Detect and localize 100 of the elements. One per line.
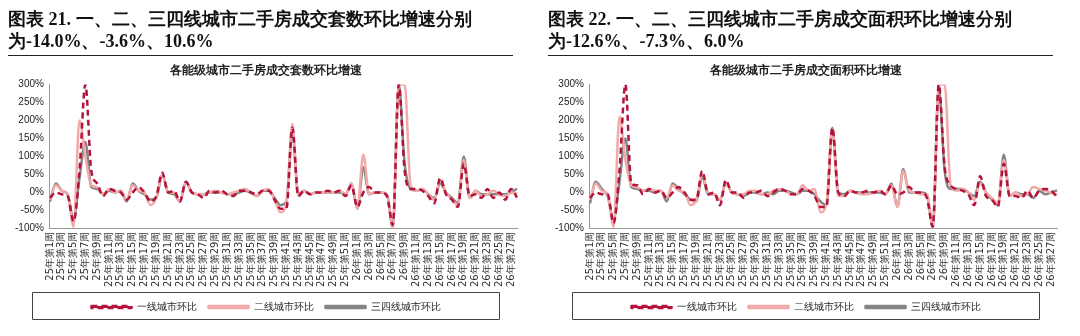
y-tick-label: 0% <box>29 186 45 198</box>
y-tick-label: 250% <box>18 96 45 108</box>
x-tick-label: 25年第31周 <box>220 231 232 287</box>
x-tick-label: 25年第19周 <box>149 231 161 287</box>
x-tick-label: 25年第25周 <box>725 231 737 287</box>
chart-title: 图表 22. 一、二、三四线城市二手房成交面积环比增速分别为-12.6%、-7.3%、6.0% <box>548 8 1053 56</box>
x-tick-label: 25年第17周 <box>678 231 690 287</box>
x-tick-label: 25年第29周 <box>749 231 761 287</box>
x-tick-label: 26年第21周 <box>469 231 481 287</box>
x-tick-label: 25年第47周 <box>315 231 327 287</box>
x-tick-label: 25年第17周 <box>138 231 150 287</box>
x-tick-label: 26年第13周 <box>421 231 433 287</box>
y-tick-label: -50% <box>20 204 44 216</box>
x-tick-label: 25年第27周 <box>197 231 209 287</box>
x-tick-label: 25年第5周 <box>607 231 619 281</box>
y-tick-label: 150% <box>558 132 585 144</box>
x-tick-label: 26年第15周 <box>973 231 985 287</box>
x-tick-label: 26年第23周 <box>1021 231 1033 287</box>
y-tick-label: -50% <box>560 204 584 216</box>
x-tick-label: 25年第3周 <box>595 231 607 281</box>
x-tick-label: 26年第27周 <box>504 231 516 287</box>
x-tick-label: 25年第33周 <box>232 231 244 287</box>
x-tick-label: 25年第29周 <box>209 231 221 287</box>
y-tick-label: 50% <box>23 168 45 180</box>
x-tick-label: 25年第9周 <box>630 231 642 281</box>
y-tick-label: -100% <box>555 222 585 234</box>
x-tick-label: 25年第39周 <box>268 231 280 287</box>
x-tick-label: 25年第47周 <box>855 231 867 287</box>
x-tick-label: 26年第9周 <box>398 231 410 281</box>
x-tick-label: 25年第41周 <box>820 231 831 287</box>
y-tick-label: 0% <box>569 186 585 198</box>
x-tick-label: 26年第15周 <box>433 231 445 287</box>
y-tick-label: 200% <box>18 114 45 126</box>
y-tick-label: 250% <box>558 96 585 108</box>
x-tick-label: 25年第23周 <box>713 231 725 287</box>
x-tick-label: 26年第25周 <box>1032 231 1044 287</box>
x-tick-label: 26年第5周 <box>914 231 926 281</box>
chart-subtitle: 各能级城市二手房成交面积环比增速 <box>709 63 903 78</box>
x-tick-label: 25年第1周 <box>583 231 595 281</box>
x-tick-label: 25年第51周 <box>339 231 351 287</box>
x-tick-label: 25年第15周 <box>126 231 138 287</box>
x-tick-label: 26年第1周 <box>350 231 362 281</box>
x-tick-label: 25年第43周 <box>291 231 303 287</box>
x-tick-label: 26年第3周 <box>362 231 374 281</box>
x-tick-label: 25年第35周 <box>784 231 796 287</box>
x-tick-label: 26年第25周 <box>492 231 504 287</box>
x-tick-label: 26年第23周 <box>481 231 493 287</box>
x-tick-label: 25年第11周 <box>102 231 114 287</box>
x-tick-label: 26年第5周 <box>374 231 386 281</box>
x-tick-label: 25年第45周 <box>303 231 315 287</box>
legend-label: 三四线城市环比 <box>910 300 981 312</box>
x-tick-label: 25年第49周 <box>867 231 879 287</box>
x-tick-label: 25年第27周 <box>737 231 749 287</box>
x-tick-label: 25年第43周 <box>831 231 843 287</box>
chart-subtitle: 各能级城市二手房成交套数环比增速 <box>169 63 363 78</box>
legend-label: 二线城市环比 <box>793 300 854 312</box>
y-tick-label: 300% <box>18 78 45 90</box>
x-tick-label: 26年第19周 <box>997 231 1009 287</box>
x-tick-label: 25年第15周 <box>666 231 678 287</box>
x-tick-label: 25年第37周 <box>796 231 808 287</box>
x-tick-label: 26年第11周 <box>950 231 962 287</box>
x-tick-label: 26年第1周 <box>890 231 902 281</box>
x-tick-label: 26年第7周 <box>926 231 938 281</box>
x-tick-label: 26年第11周 <box>410 231 422 287</box>
x-tick-label: 26年第19周 <box>457 231 469 287</box>
x-tick-label: 25年第5周 <box>67 231 79 281</box>
y-tick-label: 100% <box>18 150 45 162</box>
y-tick-label: 300% <box>558 78 585 90</box>
x-tick-label: 25年第39周 <box>808 231 820 287</box>
legend-label: 一线城市环比 <box>136 300 197 312</box>
x-tick-label: 25年第45周 <box>843 231 855 287</box>
y-tick-label: 200% <box>558 114 585 126</box>
x-tick-label: 25年第7周 <box>618 231 630 281</box>
x-tick-label: 25年第21周 <box>161 231 173 287</box>
chart-title: 图表 21. 一、二、三四线城市二手房成交套数环比增速分别为-14.0%、-3.6%、10.6% <box>8 8 513 56</box>
x-tick-label: 25年第31周 <box>760 231 772 287</box>
x-tick-label: 26年第3周 <box>902 231 914 281</box>
x-tick-label: 25年第25周 <box>185 231 197 287</box>
legend-label: 二线城市环比 <box>253 300 314 312</box>
x-tick-label: 25年第37周 <box>256 231 268 287</box>
x-tick-label: 26年第21周 <box>1009 231 1021 287</box>
x-tick-label: 26年第17周 <box>985 231 997 287</box>
x-tick-label: 25年第35周 <box>244 231 256 287</box>
x-tick-label: 26年第7周 <box>386 231 398 281</box>
x-tick-label: 25年第3周 <box>55 231 67 281</box>
x-tick-label: 25年第49周 <box>327 231 339 287</box>
x-tick-label: 26年第17周 <box>445 231 457 287</box>
y-tick-label: -100% <box>15 222 45 234</box>
x-tick-label: 25年第19周 <box>689 231 701 287</box>
x-tick-label: 25年第11周 <box>642 231 654 287</box>
x-tick-label: 25年第23周 <box>173 231 185 287</box>
x-tick-label: 26年第9周 <box>938 231 950 281</box>
y-tick-label: 100% <box>558 150 585 162</box>
legend-label: 三四线城市环比 <box>370 300 441 312</box>
y-tick-label: 50% <box>563 168 585 180</box>
x-tick-label: 26年第27周 <box>1044 231 1056 287</box>
y-tick-label: 150% <box>18 132 45 144</box>
x-tick-label: 26年第13周 <box>961 231 973 287</box>
x-tick-label: 25年第9周 <box>90 231 102 281</box>
x-tick-label: 25年第51周 <box>879 231 891 287</box>
